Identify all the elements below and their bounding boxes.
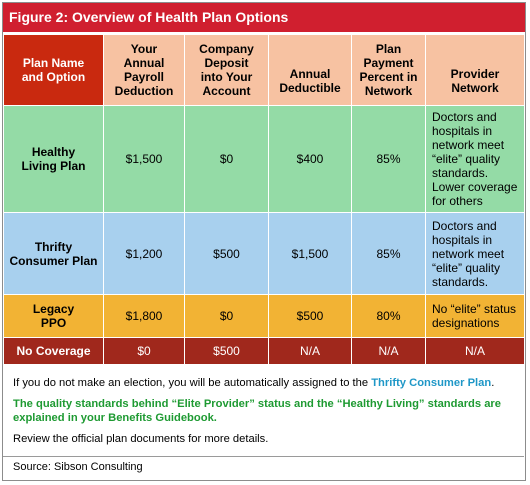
payroll-deduction-cell: $1,200 [103, 212, 185, 295]
header-line: Your [130, 42, 158, 56]
plan-payment-cell: 80% [351, 294, 426, 338]
review-documents-note: Review the official plan documents for m… [13, 433, 269, 445]
network-line: standards. [432, 166, 489, 180]
header-line: Deductible [279, 81, 341, 95]
network-line: hospitals in [432, 232, 493, 247]
table-row: Thrifty Consumer Plan $1,200 $500 $1,500 … [3, 212, 525, 295]
note-text: If you do not make an election, you will… [13, 377, 372, 389]
header-line: Network [451, 81, 499, 95]
payroll-deduction-cell: $1,500 [103, 105, 185, 213]
payroll-deduction-cell: $0 [103, 337, 185, 365]
plan-name-cell: Thrifty Consumer Plan [3, 212, 104, 295]
header-plan-payment: Plan Payment Percent in Network [351, 34, 426, 106]
network-line: Lower coverage [432, 180, 518, 194]
provider-network-cell: Doctors and hospitals in network meet “elit… [425, 105, 525, 213]
payroll-deduction-cell: $1,800 [103, 294, 185, 338]
header-line: Payment [363, 56, 414, 70]
header-line: into Your [200, 70, 253, 84]
quality-standards-note: The quality standards behind “Elite Prov… [13, 398, 502, 424]
plan-payment-cell: 85% [351, 105, 426, 213]
network-line: “elite” quality [432, 152, 501, 166]
header-line: Payroll [123, 70, 165, 84]
company-deposit-cell: $500 [184, 337, 269, 365]
header-line: Percent in [359, 70, 418, 84]
plan-name-line: Consumer Plan [9, 253, 98, 268]
plan-name-cell: Healthy Living Plan [3, 105, 104, 213]
provider-network-cell: Doctors and hospitals in network meet “elit… [425, 212, 525, 295]
header-plan-name: Plan Name and Option [3, 34, 104, 106]
network-line: No “elite” status [432, 302, 517, 316]
network-line: “elite” quality [432, 260, 501, 275]
network-line: for others [432, 194, 483, 208]
network-line: hospitals in [432, 124, 493, 138]
company-deposit-cell: $500 [184, 212, 269, 295]
plan-name-line: Healthy [31, 145, 76, 159]
plan-name-cell: Legacy PPO [3, 294, 104, 338]
plan-name-line: Living Plan [21, 159, 86, 173]
annual-deductible-cell: $1,500 [268, 212, 352, 295]
table-row: No Coverage $0 $500 N/A N/A N/A [3, 337, 525, 365]
company-deposit-cell: $0 [184, 294, 269, 338]
header-provider-network: Provider Network [425, 34, 525, 106]
source-divider [3, 456, 524, 457]
header-line: Provider [450, 67, 500, 81]
plan-name-line: Legacy [32, 302, 75, 316]
table-row: Legacy PPO $1,800 $0 $500 80% No “elite” … [3, 294, 525, 338]
header-line: Deposit [204, 56, 249, 70]
source-credit: Source: Sibson Consulting [13, 461, 143, 473]
header-line: Annual [289, 67, 331, 81]
header-line: and Option [21, 70, 86, 84]
plan-name-line: Thrifty [34, 239, 73, 254]
network-line: Doctors and [432, 218, 497, 233]
header-line: Plan [375, 42, 402, 56]
annual-deductible-cell: $500 [268, 294, 352, 338]
header-line: Annual [123, 56, 165, 70]
default-plan-highlight: Thrifty Consumer Plan [371, 377, 492, 389]
header-line: Deduction [114, 84, 174, 98]
default-election-note: If you do not make an election, you will… [13, 376, 494, 390]
network-line: designations [432, 316, 500, 330]
header-company-deposit: Company Deposit into Your Account [184, 34, 269, 106]
plan-name-line: PPO [40, 316, 67, 330]
plan-name-line: No Coverage [16, 344, 91, 358]
header-line: Plan Name [22, 56, 85, 70]
network-line: network meet [432, 138, 505, 152]
provider-network-cell: No “elite” status designations [425, 294, 525, 338]
header-annual-deductible: Annual Deductible [268, 34, 352, 106]
table-row: Healthy Living Plan $1,500 $0 $400 85% Do… [3, 105, 525, 213]
plan-payment-cell: 85% [351, 212, 426, 295]
header-line: Network [364, 84, 413, 98]
annual-deductible-cell: N/A [268, 337, 352, 365]
header-payroll-deduction: Your Annual Payroll Deduction [103, 34, 185, 106]
network-line: N/A [464, 344, 485, 358]
note-text-end: . [491, 377, 495, 389]
health-plan-table: Plan Name and Option Your Annual Payroll Ded… [3, 34, 525, 365]
network-line: Doctors and [432, 110, 497, 124]
header-line: Company [199, 42, 254, 56]
figure-title: Figure 2: Overview of Health Plan Option… [3, 3, 525, 32]
annual-deductible-cell: $400 [268, 105, 352, 213]
header-line: Account [202, 84, 251, 98]
company-deposit-cell: $0 [184, 105, 269, 213]
network-line: network meet [432, 246, 505, 261]
plan-name-cell: No Coverage [3, 337, 104, 365]
plan-payment-cell: N/A [351, 337, 426, 365]
provider-network-cell: N/A [425, 337, 525, 365]
table-header-row: Plan Name and Option Your Annual Payroll Ded… [3, 34, 525, 106]
network-line: standards. [432, 274, 489, 289]
